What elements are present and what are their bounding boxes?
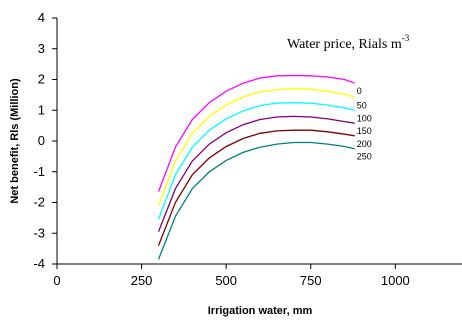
y-tick-label: 0	[38, 133, 45, 148]
series-line-50	[157, 88, 355, 206]
y-tick-label: -4	[33, 256, 45, 271]
series-label-200: 200	[357, 139, 372, 149]
x-axis-title: Irrigation water, mm	[208, 305, 313, 317]
x-tick-label: 1000	[381, 273, 410, 288]
y-axis-title: Net benefit, Rls (Million)	[9, 78, 21, 204]
legend-title-exponent: -3	[402, 33, 410, 43]
y-tick-label: 1	[38, 102, 45, 117]
series-lines	[157, 74, 355, 260]
series-label-50: 50	[357, 100, 367, 110]
series-line-250	[157, 141, 355, 260]
series-label-150: 150	[357, 126, 372, 136]
series-label-0: 0	[357, 86, 362, 96]
series-label-100: 100	[357, 113, 372, 123]
x-tick-label: 0	[53, 273, 60, 288]
y-tick-label: -3	[33, 225, 45, 240]
series-line-100	[157, 101, 355, 220]
x-axis-ticks: 0 250 500 750 1000	[53, 264, 410, 288]
y-tick-label: 3	[38, 41, 45, 56]
y-tick-label: 2	[38, 72, 45, 87]
legend-title: Water price, Rials m-3	[287, 33, 410, 52]
series-line-200	[157, 129, 355, 246]
x-tick-label: 500	[215, 273, 237, 288]
y-tick-label: -1	[33, 164, 45, 179]
x-tick-label: 250	[131, 273, 153, 288]
x-tick-label: 750	[300, 273, 322, 288]
series-line-0	[157, 74, 355, 192]
y-tick-label: -2	[33, 195, 45, 210]
y-axis-ticks: -4 -3 -2 -1 0 1 2 3 4	[33, 10, 57, 271]
legend-title-main: Water price, Rials m	[287, 37, 402, 52]
series-labels: 0 50 100 150 200 250	[357, 86, 372, 161]
y-tick-label: 4	[38, 10, 45, 25]
series-label-250: 250	[357, 152, 372, 162]
series-line-150	[157, 115, 355, 232]
